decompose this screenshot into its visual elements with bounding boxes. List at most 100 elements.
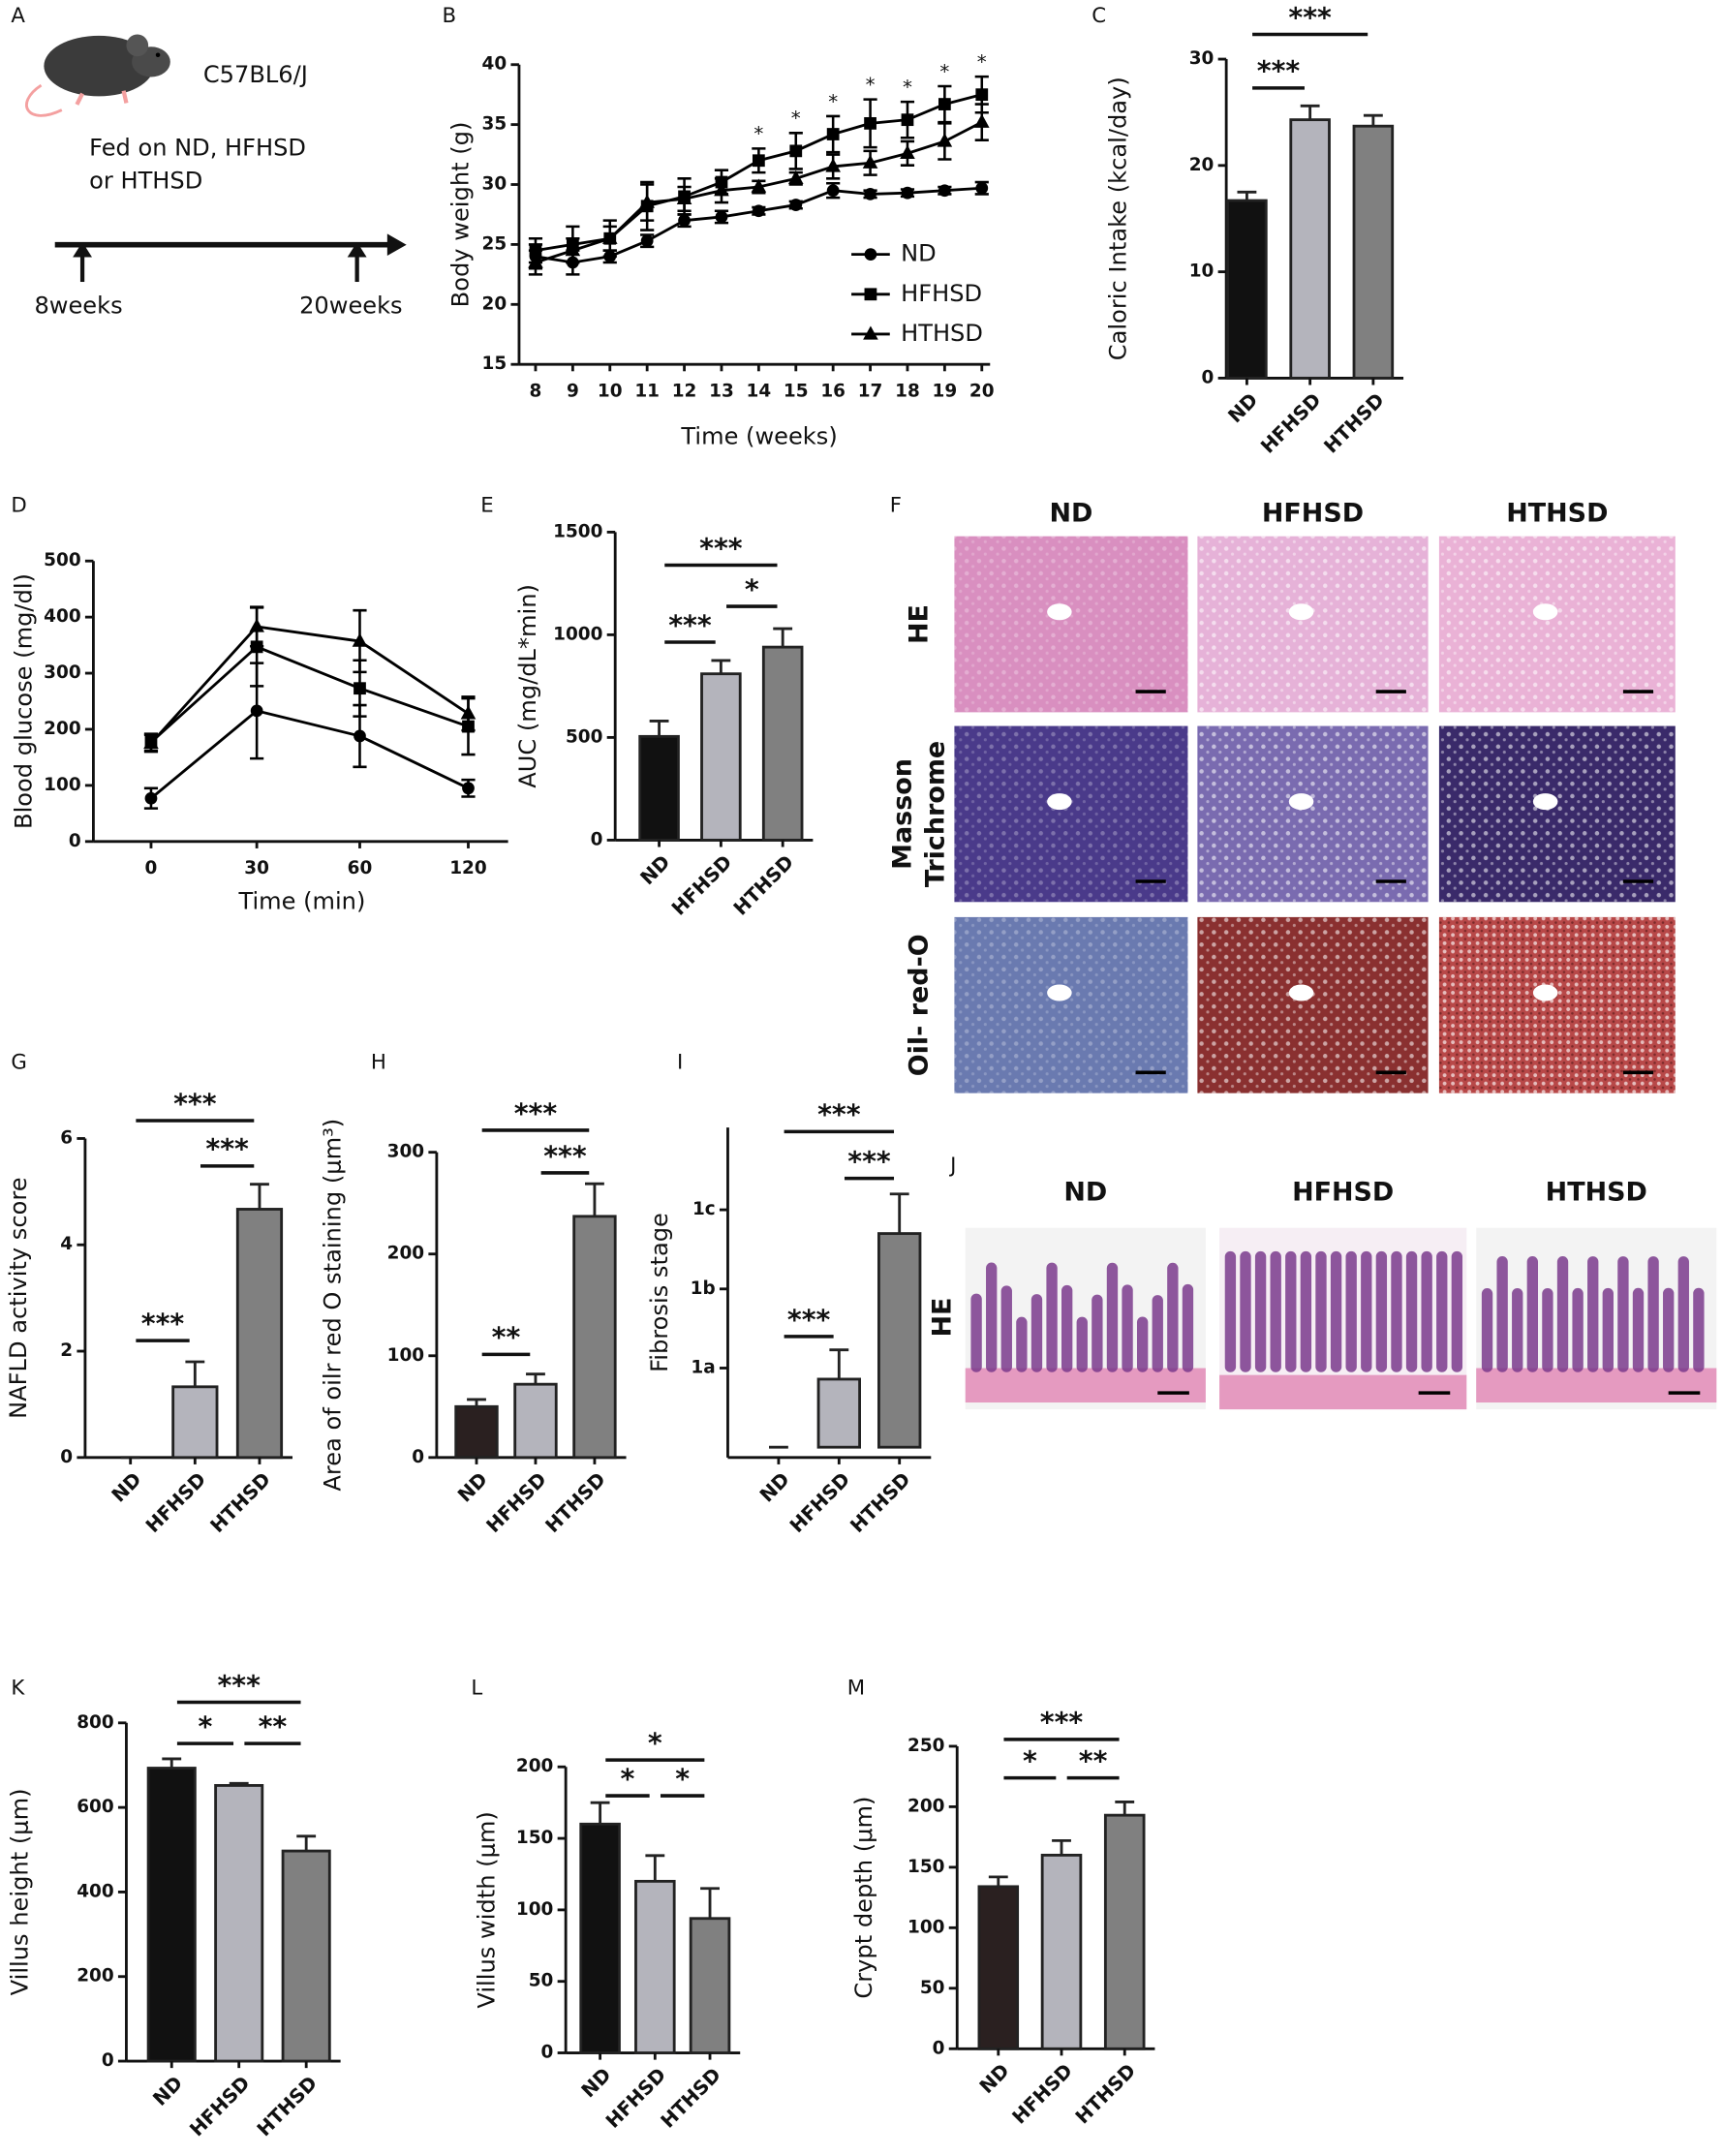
x-tick-label: HFHSD [141, 1468, 210, 1537]
y-tick-label: 0 [1202, 367, 1215, 387]
bar [689, 1917, 731, 2054]
marker [352, 632, 368, 647]
marker [565, 242, 581, 257]
significance: *** [668, 609, 712, 641]
y-tick-label: 15 [482, 354, 507, 374]
villus [1496, 1256, 1508, 1372]
villus [1254, 1250, 1267, 1372]
column-header: HFHSD [1292, 1178, 1394, 1208]
villus [1587, 1256, 1599, 1372]
x-tick-label: ND [1224, 388, 1263, 427]
error-bar [590, 1801, 610, 1825]
diet-label: Fed on ND, HFHSD [89, 134, 306, 161]
row-label: Masson [887, 758, 917, 870]
x-tick-label: 11 [634, 382, 660, 402]
villus [1663, 1287, 1675, 1372]
villus [1345, 1250, 1357, 1372]
y-tick-label: 100 [907, 1917, 944, 1937]
y-tick-label: 20 [482, 293, 507, 314]
y-tick-label: 1c [692, 1199, 716, 1219]
villus [1300, 1250, 1312, 1372]
x-tick-label: HTHSD [1071, 2059, 1140, 2128]
significance: * [939, 60, 949, 82]
marker [249, 618, 264, 632]
bar [1040, 1853, 1083, 2050]
villus [1451, 1250, 1463, 1372]
bar [579, 1822, 621, 2054]
marker [973, 113, 990, 128]
significance: *** [141, 1309, 185, 1340]
marker [460, 705, 477, 720]
villus [1330, 1250, 1342, 1372]
error-bar [773, 627, 793, 648]
significance: *** [1257, 55, 1301, 87]
error-bar [1052, 1838, 1071, 1856]
significance: * [903, 76, 912, 98]
villus [1602, 1287, 1614, 1372]
y-tick-label: 20 [1189, 155, 1215, 175]
x-tick-label: HTHSD [253, 2072, 322, 2141]
x-tick-label: 14 [747, 382, 772, 402]
villus [1136, 1316, 1149, 1372]
marker [639, 194, 655, 208]
x-tick-label: 0 [145, 858, 158, 878]
x-tick-label: 12 [672, 382, 697, 402]
bar [634, 1879, 676, 2054]
villus [1030, 1294, 1043, 1372]
villus [1061, 1284, 1073, 1372]
bar [235, 1208, 284, 1460]
y-tick-label: 10 [1189, 262, 1215, 282]
x-tick-label: HTHSD [846, 1468, 915, 1537]
marker [714, 182, 729, 197]
legend-label: HFHSD [901, 280, 982, 307]
bar [513, 1382, 558, 1460]
x-tick-label: 13 [709, 382, 734, 402]
panel-letter: D [11, 493, 26, 517]
y-tick-label: 150 [516, 1828, 553, 1848]
significance: * [621, 1763, 635, 1795]
villus [1542, 1287, 1553, 1372]
bar [700, 672, 742, 842]
panel-letter: G [11, 1050, 26, 1074]
error-bar [645, 1854, 665, 1882]
x-tick-label: ND [149, 2072, 188, 2110]
x-tick-label: 10 [598, 382, 623, 402]
y-tick-label: 100 [387, 1345, 424, 1366]
error-bar [185, 1360, 205, 1387]
significance: *** [787, 1304, 831, 1336]
y-tick-label: 1a [691, 1357, 715, 1377]
significance: *** [173, 1088, 217, 1120]
y-tick-label: 1b [691, 1278, 716, 1299]
marker [864, 116, 876, 130]
villus [1315, 1250, 1327, 1372]
panel-letter: B [443, 4, 457, 28]
diet-label: or HTHSD [89, 167, 202, 194]
error-bar [585, 1182, 604, 1217]
villus [1572, 1287, 1584, 1372]
marker [864, 248, 877, 262]
marker [752, 204, 765, 218]
panel-letter: L [471, 1676, 482, 1700]
x-tick-label: 20 [969, 382, 995, 402]
x-tick-label: HTHSD [729, 850, 798, 919]
y-tick-label: 600 [77, 1797, 113, 1817]
y-tick-label: 200 [387, 1244, 424, 1264]
y-tick-label: 0 [541, 2043, 554, 2063]
marker [863, 325, 878, 340]
marker [601, 230, 618, 244]
error-bar [649, 720, 669, 737]
vessel [1288, 793, 1314, 811]
villus [1016, 1316, 1028, 1372]
marker [144, 791, 158, 805]
panel-letter: F [890, 493, 902, 517]
y-tick-label: 400 [44, 606, 80, 627]
micrograph-texture [1197, 916, 1429, 1093]
panel-letter: J [948, 1154, 956, 1178]
significance: *** [1040, 1707, 1084, 1739]
y-tick-label: 800 [77, 1712, 113, 1733]
villus [1182, 1283, 1194, 1372]
y-tick-label: 200 [77, 1966, 113, 1987]
villus [1481, 1288, 1493, 1372]
villus [1046, 1262, 1058, 1372]
y-tick-label: 200 [907, 1796, 944, 1816]
